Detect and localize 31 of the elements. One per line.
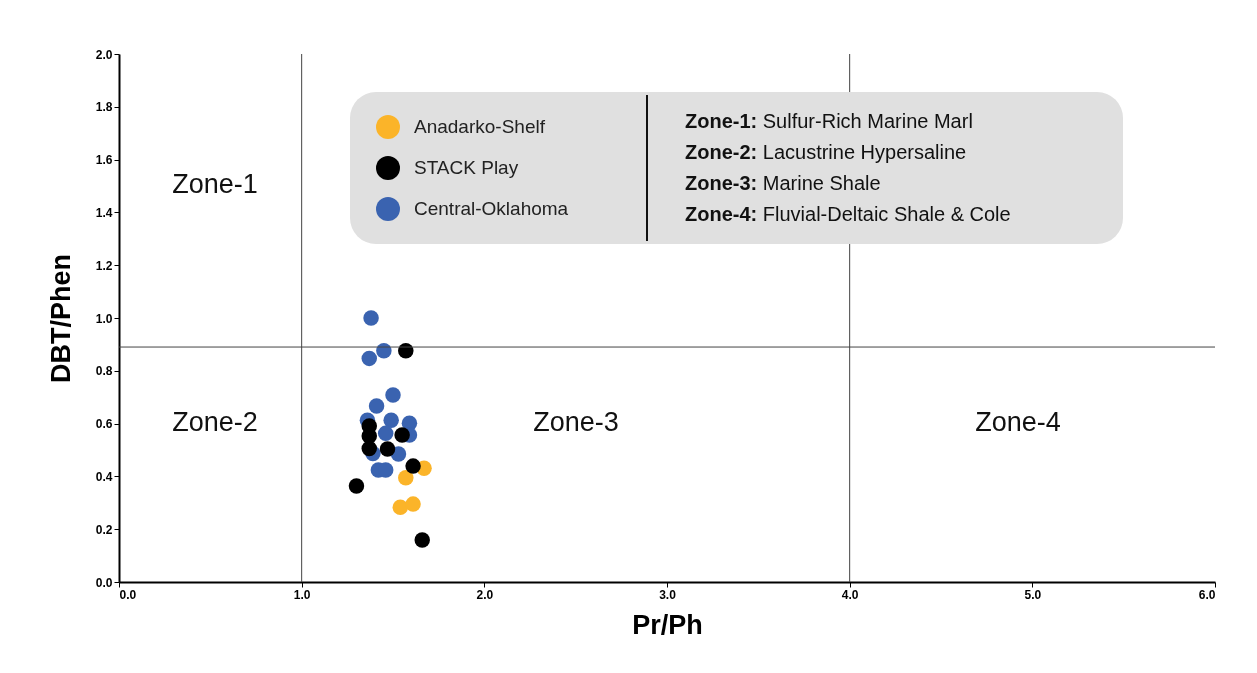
x-axis-title: Pr/Ph: [632, 609, 703, 640]
y-tick-label: 2.0: [95, 47, 113, 62]
annotation: Zone-2: [172, 407, 258, 437]
legend-label: Central-Oklahoma: [414, 198, 569, 220]
y-tick-label: 0.8: [95, 364, 113, 379]
y-tick-label: 1.0: [95, 311, 113, 326]
y-tick-label: 0.0: [95, 575, 113, 590]
y-tick-label: 0.2: [95, 522, 113, 537]
x-tick-label: 3.0: [659, 587, 677, 602]
annotation: Zone-3: Marine Shale: [685, 171, 882, 196]
x-tick-label: 5.0: [1024, 587, 1042, 602]
legend-label: STACK Play: [414, 157, 519, 179]
y-tick-label: 0.4: [95, 469, 113, 484]
y-tick-label: 1.6: [95, 153, 113, 168]
annotation: Zone-4: Fluvial-Deltaic Shale & Cole: [685, 202, 1011, 227]
x-tick-label: 2.0: [476, 587, 494, 602]
annotation: Zone-3: [533, 407, 619, 437]
y-tick-label: 1.4: [95, 205, 113, 220]
y-tick-label: 1.2: [95, 258, 113, 273]
annotation: Zone-1: [172, 169, 258, 199]
x-tick-label: 4.0: [841, 587, 859, 602]
annotation: Zone-4: [975, 407, 1061, 437]
x-tick-label: 6.0: [1198, 587, 1216, 602]
legend-label: Anadarko-Shelf: [414, 116, 545, 138]
y-tick-label: 0.6: [95, 417, 113, 432]
x-tick-label: 1.0: [293, 587, 311, 602]
annotation: Zone-1: Sulfur-Rich Marine Marl: [685, 109, 974, 134]
annotation: Zone-2: Lacustrine Hypersaline: [685, 140, 968, 165]
y-tick-label: 1.8: [95, 100, 113, 115]
x-tick-label: 0.0: [119, 587, 137, 602]
y-axis-title: DBT/Phen: [45, 253, 76, 384]
